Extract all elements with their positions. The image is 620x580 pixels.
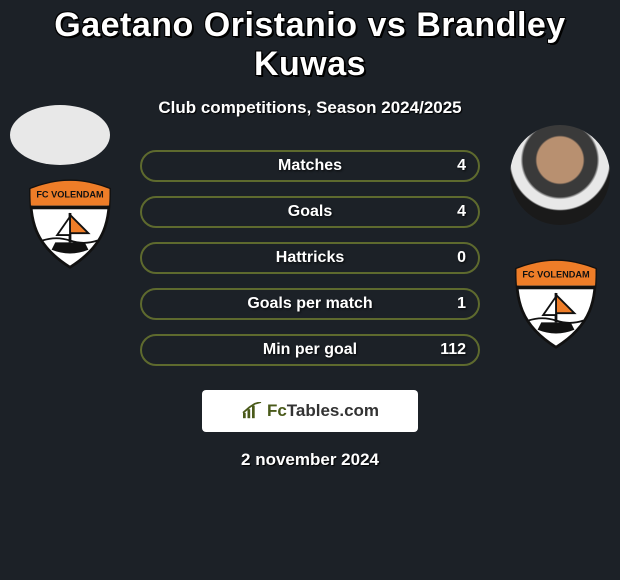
chart-icon bbox=[241, 402, 263, 420]
stat-label: Hattricks bbox=[276, 249, 344, 267]
stat-value-right: 4 bbox=[457, 203, 466, 221]
stat-label: Min per goal bbox=[263, 341, 357, 359]
stat-row: Hattricks 0 bbox=[140, 242, 480, 274]
stat-value-right: 4 bbox=[457, 157, 466, 175]
player-avatar-left bbox=[10, 105, 110, 165]
club-logo-right: FC VOLENDAM bbox=[510, 258, 602, 350]
stats-list: Matches 4 Goals 4 Hattricks 0 Goals per … bbox=[140, 150, 480, 366]
stat-label: Goals bbox=[288, 203, 332, 221]
brand-fc: Fc bbox=[267, 401, 287, 420]
brand-text: FcTables.com bbox=[267, 401, 379, 421]
page-title: Gaetano Oristanio vs Brandley Kuwas bbox=[0, 6, 620, 84]
stat-label: Goals per match bbox=[247, 295, 372, 313]
player-avatar-right bbox=[510, 125, 610, 225]
snapshot-date: 2 november 2024 bbox=[0, 450, 620, 470]
stat-value-right: 0 bbox=[457, 249, 466, 267]
brand-tables: Tables bbox=[287, 401, 340, 420]
stat-label: Matches bbox=[278, 157, 342, 175]
club-name-text: FC VOLENDAM bbox=[36, 189, 104, 199]
club-logo-left: FC VOLENDAM bbox=[24, 178, 116, 270]
stat-row: Matches 4 bbox=[140, 150, 480, 182]
stat-value-right: 1 bbox=[457, 295, 466, 313]
stat-row: Goals 4 bbox=[140, 196, 480, 228]
club-name-text: FC VOLENDAM bbox=[522, 269, 590, 279]
brand-badge: FcTables.com bbox=[202, 390, 418, 432]
stat-row: Goals per match 1 bbox=[140, 288, 480, 320]
brand-dotcom: .com bbox=[339, 401, 379, 420]
stat-value-right: 112 bbox=[440, 341, 466, 359]
stat-row: Min per goal 112 bbox=[140, 334, 480, 366]
